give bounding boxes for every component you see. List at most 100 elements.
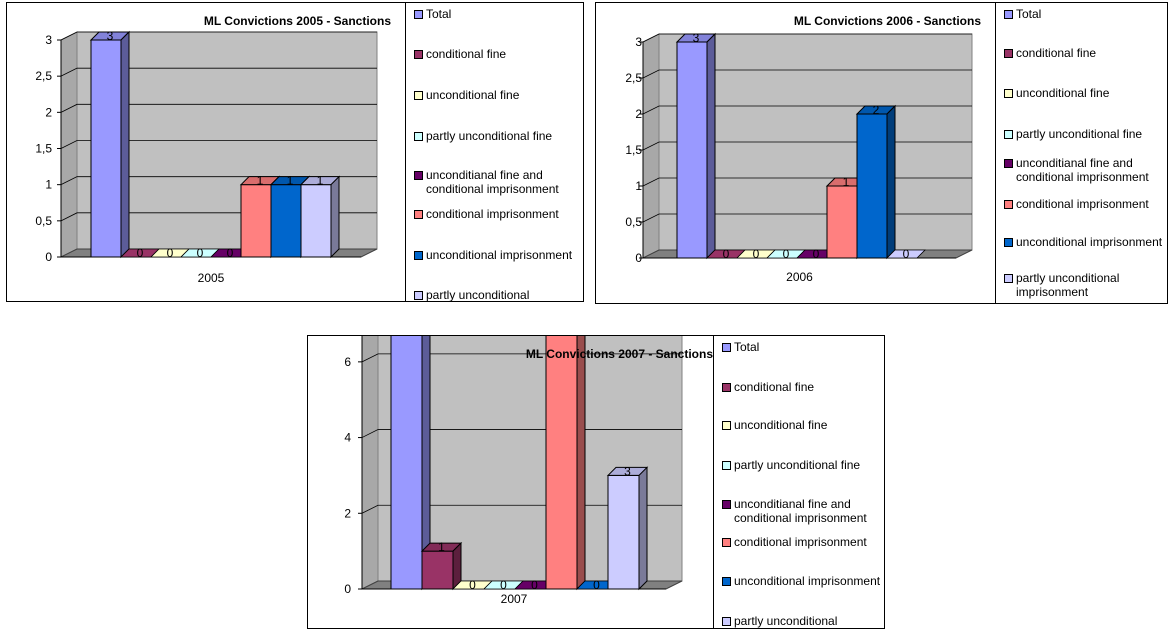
category-label: 2005 <box>198 271 225 285</box>
data-label: 1 <box>287 174 294 188</box>
gridline <box>60 140 377 149</box>
gridline <box>60 31 377 41</box>
legend-label: partly unconditional <box>426 288 583 302</box>
legend-swatch <box>722 577 731 586</box>
legend-label-line: unconditianal fine and <box>426 168 543 182</box>
bar-front <box>421 550 454 590</box>
legend-label-line: conditional imprisonment <box>734 511 867 525</box>
data-label: 0 <box>197 246 204 260</box>
legend-swatch <box>414 132 423 141</box>
legend-label: unconditianal fine and conditional impris… <box>1016 156 1167 184</box>
legend-label: partly unconditional imprisonment <box>1016 271 1167 299</box>
y-tick-label: 2,5 <box>35 69 52 83</box>
bar-side <box>120 30 130 259</box>
y-tick-label: 0,5 <box>35 214 52 228</box>
legend-swatch <box>722 617 731 626</box>
legend-label-line: conditional imprisonment <box>426 207 559 221</box>
legend-swatch <box>414 291 423 300</box>
bar-front <box>826 185 858 259</box>
legend-label: Total <box>426 7 583 21</box>
bar-front <box>240 184 272 258</box>
data-label: 0 <box>783 247 790 261</box>
bar <box>606 466 649 591</box>
legend-label-line: partly unconditional <box>1016 271 1120 285</box>
data-label: 0 <box>137 246 144 260</box>
legend-label-line: unconditional fine <box>734 418 828 432</box>
bar-front <box>390 336 423 590</box>
data-label: 2 <box>873 103 880 117</box>
data-label: 0 <box>500 578 507 592</box>
bar-side <box>330 175 340 259</box>
y-tick-label: 3 <box>45 33 52 47</box>
plot-side-wall <box>361 336 379 590</box>
legend-2005: Total conditional fine unconditional fine p… <box>405 3 583 302</box>
y-tick-label: 1,5 <box>625 143 642 157</box>
y-tick-label: 2 <box>45 105 52 119</box>
legend-swatch <box>1004 10 1013 19</box>
legend-swatch <box>414 91 423 100</box>
legend-label: conditional fine <box>426 47 583 61</box>
chart-title: ML Convictions 2005 - Sanctions <box>204 14 391 28</box>
legend-label-line: conditional fine <box>734 380 815 394</box>
data-label: 0 <box>167 246 174 260</box>
y-tick-label: 0 <box>45 250 52 264</box>
legend-label-line: unconditianal fine and <box>734 497 851 511</box>
legend-label: conditional imprisonment <box>1016 197 1167 211</box>
legend-label: partly unconditional fine <box>734 458 884 472</box>
y-tick-label: 0 <box>635 251 642 265</box>
legend-swatch <box>722 461 731 470</box>
legend-label-line: unconditional fine <box>426 88 520 102</box>
legend-label-line: unconditianal fine and <box>1016 156 1133 170</box>
legend-label-line: conditional imprisonment <box>1016 197 1149 211</box>
data-label: 0 <box>723 247 730 261</box>
legend-label: conditional fine <box>734 380 884 394</box>
legend-label-line: Total <box>734 340 760 354</box>
gridline <box>642 33 972 43</box>
bar-front <box>856 113 888 259</box>
y-tick-label: 2 <box>344 506 351 520</box>
legend-label-line: Total <box>426 7 452 21</box>
category-label: 2007 <box>501 592 528 606</box>
data-label: 3 <box>107 29 114 43</box>
legend-label: Total <box>1016 7 1167 21</box>
data-label: 3 <box>693 31 700 45</box>
bar-side <box>576 336 586 591</box>
legend-2006: Total conditional fine unconditional fine p… <box>995 3 1167 303</box>
bar-front <box>300 184 332 258</box>
data-label: 1 <box>438 540 445 554</box>
y-tick-label: 1 <box>45 178 52 192</box>
legend-swatch <box>1004 89 1013 98</box>
legend-label: partly unconditional fine <box>426 129 583 143</box>
bar-front <box>545 336 578 590</box>
category-label: 2006 <box>786 270 813 284</box>
bar <box>675 32 717 260</box>
legend-swatch <box>1004 159 1013 168</box>
y-tick-label: 4 <box>344 431 351 445</box>
data-label: 0 <box>469 578 476 592</box>
legend-label-line: partly unconditional <box>426 288 530 302</box>
gridline <box>60 103 377 113</box>
legend-swatch <box>1004 49 1013 58</box>
legend-label-line: conditional fine <box>1016 46 1097 60</box>
legend-swatch <box>722 500 731 509</box>
y-tick-label: 3 <box>635 35 642 49</box>
legend-label-line: partly unconditional fine <box>1016 127 1143 141</box>
y-tick-label: 1,5 <box>35 142 52 156</box>
bar-side <box>706 32 716 260</box>
chart-title: ML Convictions 2006 - Sanctions <box>794 14 981 28</box>
legend-label: unconditional imprisonment <box>1016 235 1167 249</box>
data-label: 1 <box>257 174 264 188</box>
legend-label: conditional imprisonment <box>426 207 583 221</box>
chart-panel-2007: 024681012141410001003ML Convictions 2007… <box>307 335 885 629</box>
data-label: 3 <box>624 464 631 478</box>
legend-2007: Total conditional fine unconditional fine p… <box>713 336 884 628</box>
legend-label-line: unconditional imprisonment <box>734 574 881 588</box>
legend-label: partly unconditional fine <box>1016 127 1167 141</box>
bar <box>420 541 463 591</box>
legend-swatch <box>722 343 731 352</box>
bar <box>855 104 897 260</box>
legend-label-line: partly unconditional fine <box>734 458 861 472</box>
legend-label-line: imprisonment <box>1016 285 1089 299</box>
legend-label-line: conditional imprisonment <box>426 182 559 196</box>
legend-swatch <box>414 50 423 59</box>
